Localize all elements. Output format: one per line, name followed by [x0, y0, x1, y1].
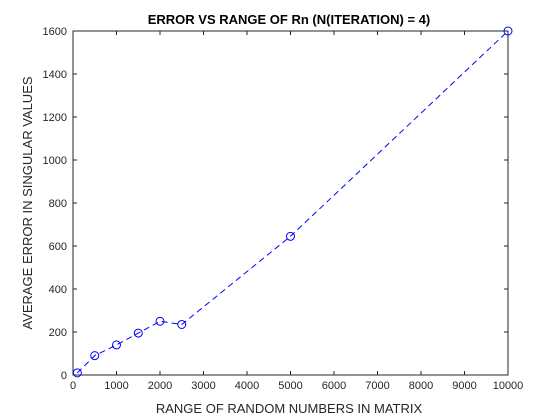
series-layer — [72, 26, 513, 378]
x-tick-label: 0 — [70, 380, 76, 392]
data-point — [72, 368, 82, 378]
y-tick-label: 1000 — [43, 155, 67, 167]
x-tick-label: 9000 — [452, 380, 476, 392]
y-tick-label: 800 — [49, 198, 67, 210]
y-tick-label: 1600 — [43, 26, 67, 38]
y-axis-label: AVERAGE ERROR IN SINGULAR VALUES — [20, 76, 35, 329]
x-axis-label: RANGE OF RANDOM NUMBERS IN MATRIX — [156, 401, 423, 416]
data-point — [155, 316, 165, 326]
x-tick-label: 1000 — [104, 380, 128, 392]
x-tick-label: 5000 — [278, 380, 302, 392]
y-tick-label: 600 — [49, 241, 67, 253]
x-tick-label: 3000 — [191, 380, 215, 392]
plot-frame — [72, 30, 509, 376]
y-tick-label: 1400 — [43, 69, 67, 81]
data-point — [177, 319, 187, 329]
x-tick-label: 10000 — [493, 380, 524, 392]
y-tick-label: 400 — [49, 284, 67, 296]
data-point — [112, 340, 121, 350]
y-tick-label: 200 — [49, 327, 67, 339]
series-line — [76, 30, 509, 374]
x-tick-label: 4000 — [235, 380, 259, 392]
x-tick-label: 6000 — [322, 380, 346, 392]
chart-title: ERROR VS RANGE OF Rn (N(ITERATION) = 4) — [148, 12, 431, 27]
y-tick-label: 0 — [61, 370, 67, 382]
data-point — [503, 26, 513, 36]
axis-ticks: 0 1000 2000 3000 4000 5000 6000 7000 8000 9000 100… — [43, 26, 524, 392]
data-point — [286, 231, 295, 241]
y-tick-label: 1200 — [43, 112, 67, 124]
x-tick-label: 2000 — [148, 380, 172, 392]
plot-area — [72, 30, 509, 376]
data-point — [90, 351, 100, 361]
data-point — [133, 328, 143, 338]
x-tick-label: 7000 — [365, 380, 389, 392]
x-tick-label: 8000 — [409, 380, 433, 392]
